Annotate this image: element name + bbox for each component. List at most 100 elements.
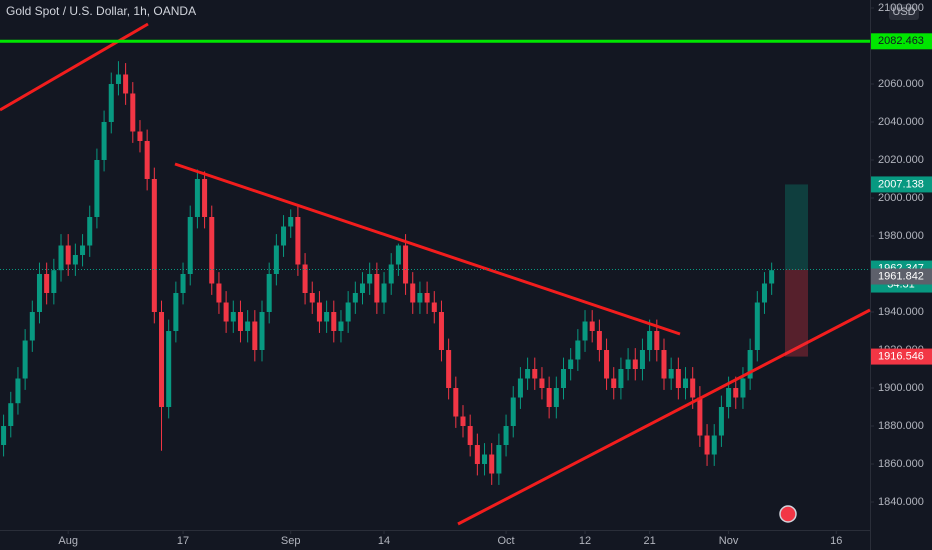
candle-body xyxy=(604,350,610,379)
x-tick-label: Sep xyxy=(281,535,301,547)
candle-body xyxy=(1,426,7,446)
price-label: 1916.546 xyxy=(878,350,924,362)
candle-body xyxy=(553,388,559,408)
candle-body xyxy=(87,216,93,246)
candle-body xyxy=(733,388,739,398)
candle-body xyxy=(295,216,301,265)
candle-body xyxy=(209,216,215,284)
candle-body xyxy=(237,312,243,332)
candle-body xyxy=(94,159,100,217)
candle-body xyxy=(690,378,696,398)
x-tick-label: 16 xyxy=(830,535,842,547)
price-label: 2007.138 xyxy=(878,178,924,190)
candle-body xyxy=(158,312,165,408)
y-tick-label: 1940.000 xyxy=(878,306,924,318)
candle-body xyxy=(137,131,143,141)
y-tick-label: 2020.000 xyxy=(878,154,924,166)
price-label-bg xyxy=(871,348,932,365)
candle-body xyxy=(29,312,35,341)
candle-body xyxy=(596,331,602,351)
candle-body xyxy=(474,445,480,465)
event-flag[interactable] xyxy=(779,505,797,523)
candle-body xyxy=(417,293,423,303)
candle-body xyxy=(108,83,114,122)
candle-body xyxy=(166,331,172,408)
candle-body xyxy=(230,312,236,322)
candle-body xyxy=(589,321,595,332)
candle-body xyxy=(560,369,567,389)
candle-body xyxy=(72,255,78,265)
candle-body xyxy=(647,331,653,351)
candle-body xyxy=(431,302,437,313)
candle-body xyxy=(568,359,574,370)
candle-body xyxy=(403,245,409,284)
candle-body xyxy=(726,388,732,408)
candle-body xyxy=(80,245,86,255)
x-tick-label: 21 xyxy=(644,535,656,547)
candle-body xyxy=(618,369,624,389)
candle-body xyxy=(309,293,315,303)
plot-area xyxy=(1,61,775,485)
candle-body xyxy=(546,388,552,408)
x-tick-label: 12 xyxy=(579,535,591,547)
candle-body xyxy=(395,245,401,265)
candle-body xyxy=(489,454,495,474)
candle-body xyxy=(510,397,516,427)
candle-body xyxy=(503,426,509,446)
candle-body xyxy=(754,302,760,351)
x-tick-label: 17 xyxy=(177,535,189,547)
target-zone xyxy=(785,184,808,270)
candle-body xyxy=(704,435,710,455)
candle-body xyxy=(324,312,330,322)
candle-body xyxy=(252,321,258,351)
candle-body xyxy=(525,369,531,379)
candle-body xyxy=(446,350,452,389)
candle-body xyxy=(245,321,251,332)
candle-body xyxy=(632,359,638,370)
x-tick-label: 14 xyxy=(378,535,390,547)
candle-body xyxy=(194,178,200,217)
candle-body xyxy=(611,378,617,389)
y-tick-label: 1840.000 xyxy=(878,496,924,508)
trend-line xyxy=(457,308,871,526)
candle-body xyxy=(130,93,136,132)
candle-body xyxy=(517,378,523,398)
price-label: 1961.842 xyxy=(878,270,924,282)
candle-body xyxy=(36,274,42,313)
candle-body xyxy=(496,445,502,474)
candle-body xyxy=(345,302,351,322)
candle-body xyxy=(532,369,538,379)
candle-body xyxy=(761,283,767,303)
candle-body xyxy=(625,359,631,370)
candle-body xyxy=(352,293,358,303)
candle-body xyxy=(539,378,545,389)
y-tick-label: 2040.000 xyxy=(878,116,924,128)
y-tick-label: 1900.000 xyxy=(878,382,924,394)
trend-line xyxy=(174,162,681,336)
candle-body xyxy=(711,435,717,455)
candle-body xyxy=(273,245,279,275)
candle-body xyxy=(15,378,21,404)
candle-body xyxy=(180,274,186,294)
candle-body xyxy=(410,283,416,303)
candle-body xyxy=(740,378,746,398)
candle-body xyxy=(316,302,322,322)
candle-body xyxy=(115,74,121,84)
candle-body xyxy=(661,350,667,379)
candle-body xyxy=(697,397,703,436)
candle-body xyxy=(359,283,366,294)
candle-body xyxy=(331,312,337,332)
candle-body xyxy=(424,293,430,303)
candle-body xyxy=(151,178,157,313)
candle-body xyxy=(654,331,660,351)
candle-body xyxy=(8,403,14,427)
x-tick-label: Oct xyxy=(498,535,515,547)
candle-body xyxy=(223,302,229,322)
currency-badge[interactable] xyxy=(889,4,919,20)
candle-body xyxy=(747,350,753,379)
stop-zone xyxy=(785,269,808,357)
candle-body xyxy=(51,270,57,294)
candle-body xyxy=(187,216,193,275)
price-label-bg xyxy=(871,33,932,50)
